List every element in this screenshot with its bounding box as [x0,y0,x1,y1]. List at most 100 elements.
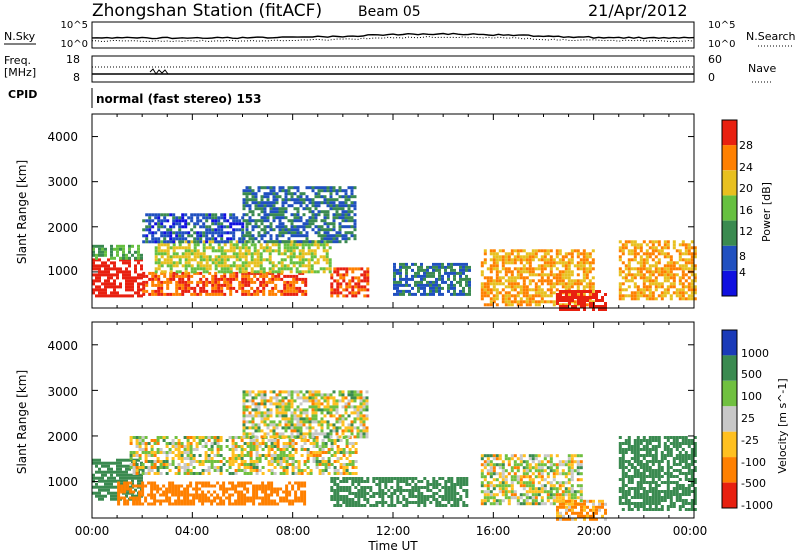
data-cell [278,399,282,403]
data-cell [369,504,373,507]
data-cell [303,499,307,503]
data-cell [274,270,278,274]
data-cell [201,493,205,497]
data-cell [447,262,450,266]
data-cell [305,408,309,412]
data-cell [253,264,257,268]
data-cell [275,408,279,412]
data-cell [248,189,252,193]
data-cell [300,454,304,457]
data-cell [305,432,309,436]
data-cell [150,496,154,500]
data-cell [501,288,505,292]
data-cell [307,264,311,268]
data-cell [174,502,178,506]
data-cell [330,480,334,483]
data-cell [290,426,294,430]
data-cell [287,399,291,403]
data-cell [345,463,349,466]
data-cell [313,255,317,259]
data-cell [580,302,583,305]
data-cell [278,216,282,220]
data-cell [184,240,188,244]
data-cell [257,411,261,415]
data-cell [210,484,214,488]
data-cell [196,234,200,238]
velocity-ytick-1000: 1000 [47,475,78,489]
data-cell [681,264,685,268]
data-cell [266,423,270,427]
data-cell [255,451,259,454]
data-cell [252,466,256,469]
data-cell [245,420,249,424]
data-cell [549,258,553,262]
power-cb-tick-24: 24 [739,161,753,174]
data-cell [267,439,271,442]
data-cell [248,210,252,214]
data-cell [296,423,300,427]
data-cell [690,285,694,289]
data-cell [290,225,294,229]
data-cell [657,252,661,256]
data-cell [240,481,244,485]
velocity-ytick-3000: 3000 [47,385,78,399]
data-cell [332,429,336,433]
data-cell [126,481,130,485]
data-cell [588,285,592,289]
data-cell [317,234,321,238]
data-cell [684,273,688,277]
data-cell [255,457,259,460]
data-cell [342,466,346,469]
data-cell [654,270,658,274]
data-cell [366,270,370,274]
data-cell [666,240,670,244]
data-cell [645,294,649,298]
data-cell [110,479,113,483]
data-cell [258,460,262,463]
data-cell [546,273,550,277]
data-cell [195,490,199,494]
data-cell [648,285,652,289]
data-cell [229,292,233,296]
data-cell [305,414,309,418]
data-cell [657,258,661,262]
data-cell [332,408,336,412]
data-cell [420,501,424,504]
data-cell [171,487,175,491]
data-cell [270,487,274,491]
data-cell [344,195,348,199]
data-cell [546,258,550,262]
data-cell [399,292,402,296]
data-cell [92,458,95,462]
data-cell [159,493,163,497]
data-cell [228,436,232,439]
data-cell [119,285,122,289]
data-cell [165,499,169,503]
data-cell [274,283,278,287]
data-cell [316,261,320,265]
data-cell [129,436,133,439]
data-cell [264,496,268,500]
data-cell [483,261,487,265]
data-cell [339,451,343,454]
data-cell [260,204,264,208]
data-cell [242,429,246,433]
data-cell [311,201,315,205]
data-cell [549,261,553,265]
data-cell [690,252,694,256]
data-cell [312,454,316,457]
data-cell [344,402,348,406]
data-cell [309,469,313,472]
data-cell [282,496,286,500]
data-cell [684,267,688,271]
data-cell [286,255,290,259]
data-cell [199,258,203,262]
data-cell [248,186,252,190]
data-cell [119,464,122,468]
data-cell [201,496,205,500]
data-cell [144,457,148,460]
data-cell [178,243,182,247]
data-cell [290,417,294,421]
data-cell [251,234,255,238]
data-cell [353,396,357,400]
